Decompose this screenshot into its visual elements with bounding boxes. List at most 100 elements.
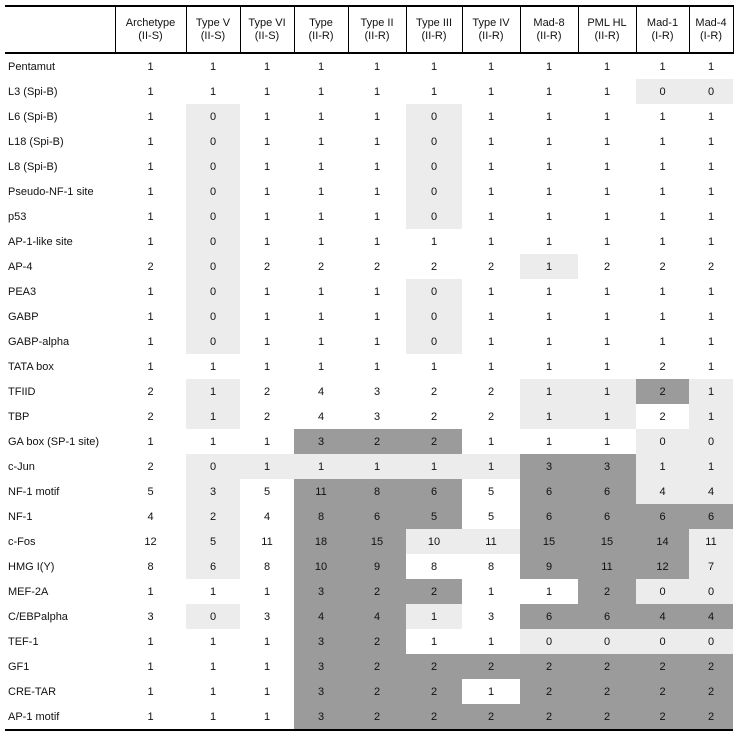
data-cell: 1 (462, 679, 520, 704)
data-cell: 2 (115, 454, 186, 479)
corner-cell (5, 6, 115, 54)
data-cell: 1 (294, 229, 348, 254)
data-cell: 1 (520, 429, 578, 454)
data-cell: 2 (406, 704, 462, 730)
data-cell: 1 (115, 154, 186, 179)
data-cell: 12 (636, 554, 689, 579)
data-cell: 0 (186, 179, 240, 204)
column-header-group: (II-S) (254, 29, 280, 42)
column-header-label: Type V (195, 16, 231, 29)
data-cell: 6 (636, 504, 689, 529)
data-cell: 2 (348, 429, 406, 454)
table-row: L18 (Spi-B) 1 0 1 1 1 0 1 1 1 1 1 (5, 129, 733, 154)
data-cell: 0 (578, 629, 636, 654)
data-cell: 1 (520, 129, 578, 154)
column-header-group: (II-R) (536, 29, 562, 42)
data-cell: 1 (240, 53, 294, 79)
table-row: c-Jun 2 0 1 1 1 1 1 3 3 1 1 (5, 454, 733, 479)
data-cell: 8 (294, 504, 348, 529)
row-label: L8 (Spi-B) (5, 154, 115, 179)
data-cell: 5 (406, 504, 462, 529)
data-cell: 1 (115, 429, 186, 454)
data-cell: 0 (406, 104, 462, 129)
data-cell: 1 (348, 53, 406, 79)
data-cell: 1 (636, 279, 689, 304)
data-cell: 2 (689, 704, 733, 730)
row-label: GA box (SP-1 site) (5, 429, 115, 454)
data-cell: 11 (294, 479, 348, 504)
table-row: GF1 1 1 1 3 2 2 2 2 2 2 2 (5, 654, 733, 679)
data-cell: 1 (348, 329, 406, 354)
data-cell: 1 (689, 454, 733, 479)
row-label: AP-1-like site (5, 229, 115, 254)
data-cell: 1 (294, 304, 348, 329)
data-cell: 1 (294, 204, 348, 229)
data-cell: 1 (240, 79, 294, 104)
data-cell: 2 (462, 404, 520, 429)
data-cell: 1 (578, 53, 636, 79)
data-cell: 1 (186, 379, 240, 404)
data-cell: 2 (240, 254, 294, 279)
data-cell: 1 (240, 454, 294, 479)
data-cell: 2 (689, 679, 733, 704)
row-label: PEA3 (5, 279, 115, 304)
table-row: TBP 2 1 2 4 3 2 2 1 1 2 1 (5, 404, 733, 429)
data-cell: 6 (406, 479, 462, 504)
column-header-group: (II-S) (138, 29, 163, 42)
data-cell: 2 (240, 379, 294, 404)
data-cell: 1 (520, 229, 578, 254)
data-cell: 1 (578, 229, 636, 254)
data-cell: 1 (406, 79, 462, 104)
data-cell: 2 (636, 379, 689, 404)
data-cell: 1 (689, 404, 733, 429)
row-label: TFIID (5, 379, 115, 404)
data-cell: 1 (462, 454, 520, 479)
data-cell: 5 (115, 479, 186, 504)
data-cell: 0 (186, 129, 240, 154)
data-cell: 0 (406, 304, 462, 329)
data-cell: 1 (462, 53, 520, 79)
data-cell: 4 (689, 604, 733, 629)
data-cell: 1 (294, 154, 348, 179)
data-cell: 1 (240, 354, 294, 379)
row-label: c-Jun (5, 454, 115, 479)
data-cell: 15 (520, 529, 578, 554)
table-row: NF-1 motif 5 3 5 11 8 6 5 6 6 4 4 (5, 479, 733, 504)
data-cell: 3 (578, 454, 636, 479)
column-header-label: Type (309, 16, 333, 29)
row-label: Pseudo-NF-1 site (5, 179, 115, 204)
data-cell: 0 (689, 629, 733, 654)
data-cell: 1 (348, 279, 406, 304)
data-cell: 1 (186, 704, 240, 730)
data-cell: 3 (520, 454, 578, 479)
data-cell: 1 (689, 179, 733, 204)
data-cell: 1 (520, 154, 578, 179)
data-cell: 1 (186, 53, 240, 79)
data-cell: 2 (578, 579, 636, 604)
data-cell: 1 (689, 354, 733, 379)
data-cell: 1 (578, 129, 636, 154)
data-cell: 6 (578, 479, 636, 504)
column-header-label: PML HL (587, 16, 627, 29)
data-cell: 1 (240, 429, 294, 454)
table-row: MEF-2A 1 1 1 3 2 2 1 1 2 0 0 (5, 579, 733, 604)
data-cell: 0 (636, 79, 689, 104)
table-row: TFIID 2 1 2 4 3 2 2 1 1 2 1 (5, 379, 733, 404)
data-cell: 1 (462, 154, 520, 179)
data-cell: 14 (636, 529, 689, 554)
column-header-group: (II-R) (364, 29, 390, 42)
data-cell: 1 (240, 229, 294, 254)
data-cell: 8 (240, 554, 294, 579)
row-label: GF1 (5, 654, 115, 679)
data-cell: 0 (186, 279, 240, 304)
data-cell: 1 (240, 104, 294, 129)
data-cell: 1 (240, 329, 294, 354)
data-cell: 5 (462, 479, 520, 504)
data-cell: 1 (462, 329, 520, 354)
data-cell: 1 (462, 179, 520, 204)
data-cell: 1 (294, 354, 348, 379)
data-cell: 2 (240, 404, 294, 429)
data-cell: 4 (294, 604, 348, 629)
data-cell: 1 (406, 629, 462, 654)
data-cell: 3 (294, 429, 348, 454)
